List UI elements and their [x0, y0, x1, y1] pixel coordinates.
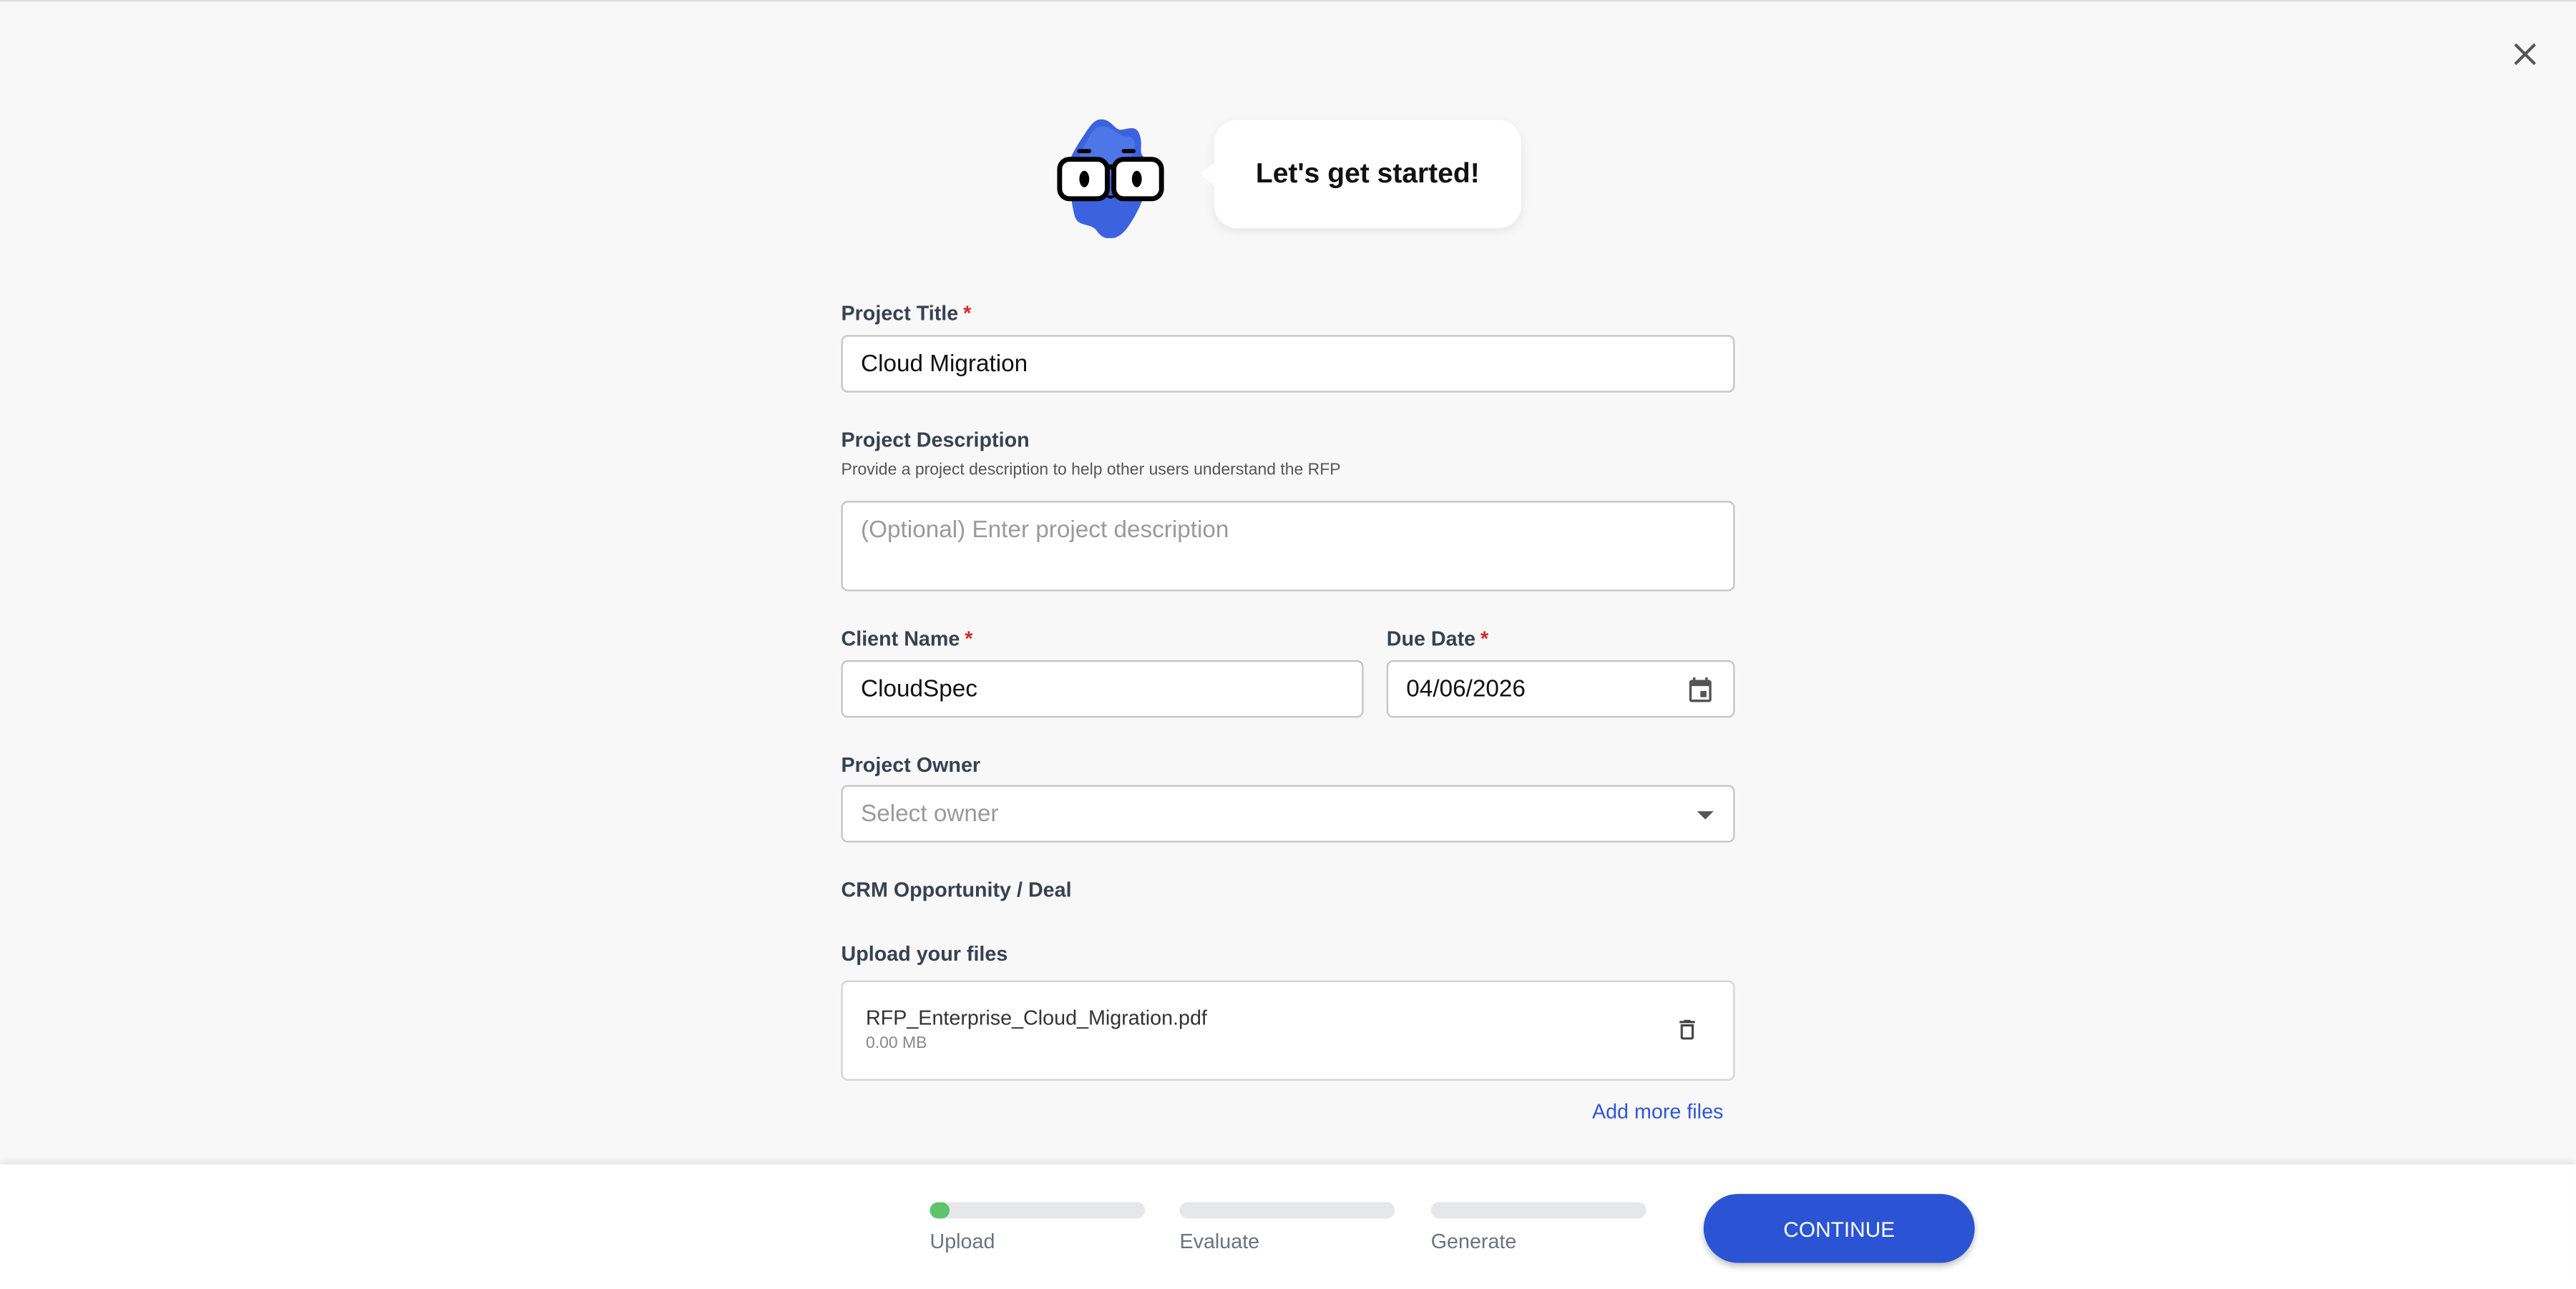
project-title-input[interactable]: Cloud Migration [841, 335, 1735, 393]
project-description-textarea[interactable]: (Optional) Enter project description [841, 501, 1735, 592]
project-owner-select[interactable]: Select owner [841, 785, 1735, 843]
step-label: Generate [1430, 1230, 1517, 1253]
client-name-label: Client Name * [841, 627, 973, 650]
chevron-down-icon [1697, 810, 1714, 819]
file-size: 0.00 MB [865, 1034, 927, 1053]
progress-bar [1179, 1202, 1395, 1219]
label-text: Due Date [1386, 627, 1476, 651]
project-owner-label: Project Owner [841, 753, 981, 777]
input-value: Cloud Migration [861, 351, 1028, 377]
crm-label: CRM Opportunity / Deal [841, 878, 1072, 902]
required-marker: * [965, 627, 973, 651]
calendar-icon[interactable] [1686, 674, 1715, 703]
required-marker: * [1480, 627, 1489, 651]
project-description-label: Project Description [841, 428, 1030, 452]
footer: Upload Evaluate Generate [0, 1164, 2576, 1289]
label-text: Project Title [841, 302, 959, 325]
input-value: CloudSpec [861, 675, 977, 702]
due-date-input[interactable]: 04/06/2026 [1386, 660, 1735, 718]
mascot-icon [1057, 119, 1164, 238]
label-text: Client Name [841, 627, 960, 651]
placeholder: Select owner [861, 800, 999, 827]
upload-label: Upload your files [841, 942, 1008, 966]
required-marker: * [963, 302, 972, 325]
add-more-files-link[interactable]: Add more files [1591, 1100, 1724, 1124]
close-icon[interactable] [2509, 38, 2542, 71]
step-label: Upload [930, 1230, 995, 1253]
project-title-label: Project Title * [841, 302, 972, 325]
trash-icon[interactable] [1674, 1015, 1701, 1044]
step-label: Evaluate [1179, 1230, 1260, 1253]
progress-bar [930, 1202, 1146, 1219]
project-description-helper: Provide a project description to help ot… [841, 461, 1341, 480]
greeting-bubble: Let's get started! [1201, 119, 1522, 229]
step-generate: Generate [1430, 1202, 1646, 1253]
step-evaluate: Evaluate [1179, 1202, 1395, 1253]
file-item: RFP_Enterprise_Cloud_Migration.pdf 0.00 … [841, 980, 1735, 1081]
progress-fill [930, 1202, 950, 1219]
placeholder: (Optional) Enter project description [861, 517, 1229, 544]
progress-bar [1430, 1202, 1646, 1219]
due-date-label: Due Date * [1387, 627, 1488, 650]
input-value: 04/06/2026 [1406, 675, 1526, 702]
file-name: RFP_Enterprise_Cloud_Migration.pdf [865, 1006, 1207, 1030]
step-upload: Upload [930, 1202, 1146, 1253]
client-name-input[interactable]: CloudSpec [841, 660, 1364, 718]
continue-button[interactable]: CONTINUE [1703, 1194, 1975, 1263]
